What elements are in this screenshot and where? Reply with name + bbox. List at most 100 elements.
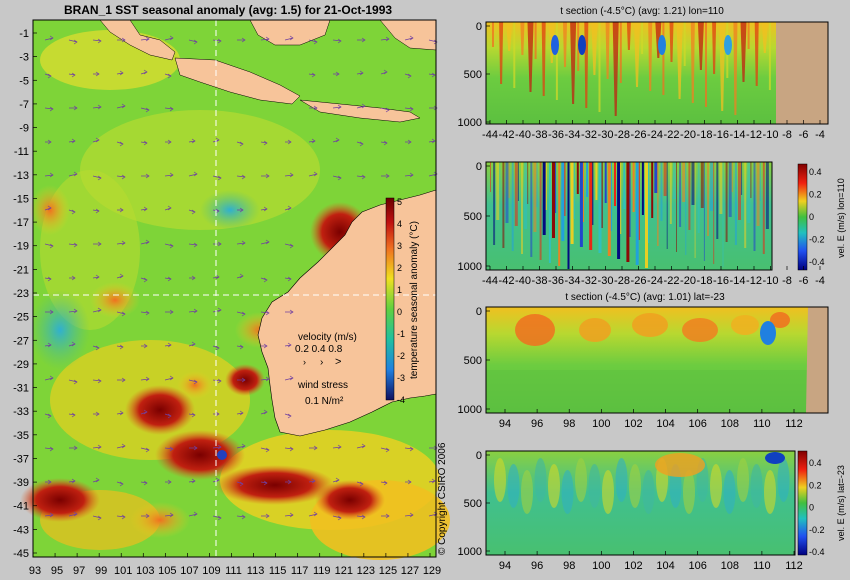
velocity-arrow [332,104,342,110]
section-x-tick-label: 98 [563,418,575,430]
velocity-arrow [93,411,100,417]
velocity-arrow [212,345,220,351]
colorbar-tick-label: -2 [397,351,405,361]
velocity-feature [539,162,542,260]
vel-cbar-tick-label: 0 [809,503,814,513]
velocity-feature [697,162,700,233]
velocity-feature [567,162,570,269]
velocity-feature [645,162,648,268]
velocity-feature [762,162,765,254]
velocity-feature [610,162,612,231]
velocity-arrow [93,241,102,247]
depth-tick-label: 500 [464,498,482,510]
cold-feature [658,35,666,55]
velocity-arrow [117,37,126,43]
panel2-x-axis: -44 -42 -40 -38 -36 -34 -32 -30 -28 -26 -24 -22 -20-… [482,266,825,287]
velocity-arrow [140,310,150,316]
temp-feature [768,22,771,90]
velocity-arrow [260,409,268,415]
velocity-feature [598,162,602,253]
velocity-arrow [44,342,52,348]
velocity-feature [765,162,769,229]
lat-tick-label: -33 [13,406,29,418]
velocity-feature [601,162,603,228]
depth-tick-label: 1000 [458,117,482,129]
section-x-tick-label: -40 [515,129,531,141]
depth-tick-label: 0 [476,161,482,173]
velocity-arrow [164,413,172,419]
copyright: © Copyright CSIRO 2006 [437,442,448,555]
temp-feature [492,22,494,47]
section-x-tick-label: -26 [631,129,647,141]
velocity-feature [683,470,695,514]
velocity-arrow [332,477,340,483]
velocity-arrow [212,444,222,450]
velocity-arrow [188,341,196,347]
land-sumatra [99,19,176,61]
velocity-feature [508,162,510,198]
temp-feature [632,313,668,337]
velocity-arrow [380,69,388,75]
temp-feature [534,22,537,59]
velocity-feature [614,162,616,206]
velocity-arrow [284,512,294,518]
velocity-feature [672,162,676,199]
temp-feature [579,318,611,342]
velocity-feature [756,162,760,226]
temp-feature [634,22,640,87]
temp-feature [506,22,513,51]
velocity-feature [750,162,752,198]
velocity-arrow [236,514,246,520]
temp-feature [605,22,610,79]
lon-tick-label: 105 [158,565,176,577]
temp-feature [733,22,738,115]
velocity-arrow [68,138,76,144]
velocity-feature [777,458,790,502]
velocity-arrow [164,205,172,211]
lat-tick-label: -23 [13,288,29,300]
velocity-arrow [404,73,412,79]
section-x-tick-label: 102 [624,418,642,430]
section-x-tick-label: 108 [721,560,739,572]
velocity-feature [691,162,695,205]
section-x-tick-label: -8 [782,129,792,141]
temp-feature [520,22,525,55]
section-x-tick-label: -20 [680,129,696,141]
section-x-tick-label: -16 [713,275,729,287]
velocity-feature [679,162,682,227]
panel4-cbar-label: vel. E (m/s) lat=-23 [836,465,846,541]
velocity-feature [626,162,630,262]
temp-feature [662,22,665,95]
section-x-tick-label: -34 [565,129,581,141]
velocity-feature [552,162,555,238]
lon-tick-label: 103 [136,565,154,577]
velocity-arrow [356,70,364,76]
section-x-tick-label: -18 [697,275,713,287]
velocity-arrow [236,344,244,350]
lat-tick-label: -9 [19,123,29,135]
velocity-arrow [116,481,124,487]
lat-tick-label: -19 [13,241,29,253]
velocity-arrow [236,311,246,317]
wind-label: wind stress [297,380,348,391]
velocity-arrow [188,171,198,177]
section-x-tick-label: 102 [624,560,642,572]
velocity-feature [617,162,621,259]
velocity-arrow [44,73,52,79]
velocity-feature [575,458,587,502]
velocity-arrow [44,446,54,452]
velocity-arrow [44,243,54,249]
velocity-arrow [212,307,222,313]
velocity-arrow [260,239,270,245]
velocity-arrow [140,107,150,113]
velocity-feature [725,162,728,242]
depth-tick-label: 0 [476,450,482,462]
lat-tick-label: -1 [19,28,29,40]
velocity-feature [604,162,607,203]
velocity-arrow [92,345,100,351]
velocity-feature [723,470,736,514]
section-x-tick-label: -30 [598,275,614,287]
velocity-arrow [212,515,222,521]
temp-feature [619,22,622,83]
depth-tick-label: 0 [476,306,482,318]
